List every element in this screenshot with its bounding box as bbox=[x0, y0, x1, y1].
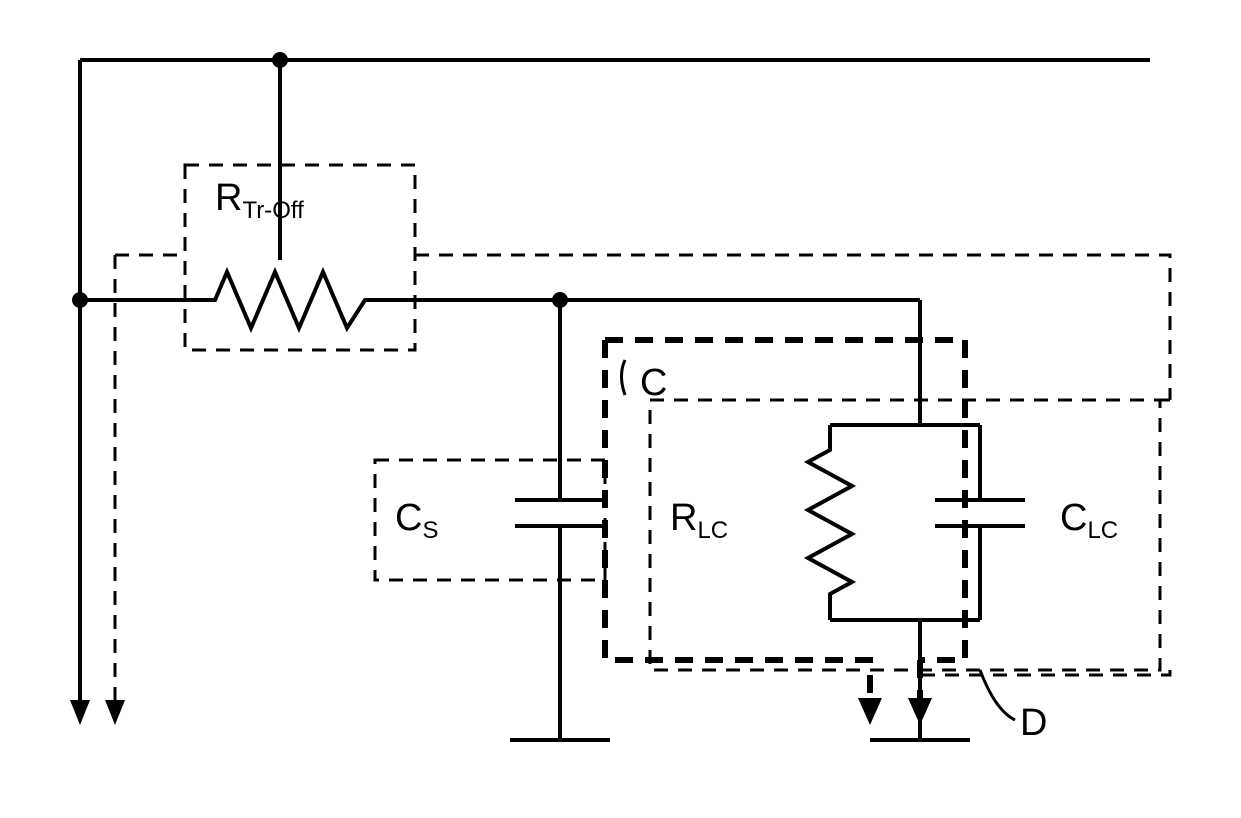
label-rlc: RLC bbox=[670, 497, 728, 544]
left-arrow-2 bbox=[105, 700, 125, 725]
top-tap-node bbox=[272, 52, 288, 68]
label-c-marker: C bbox=[640, 362, 667, 404]
resistor-r-tr-off bbox=[200, 272, 380, 328]
label-r-tr-off: RTr-Off bbox=[215, 177, 304, 224]
outer-box-c bbox=[115, 255, 1170, 700]
label-clc: CLC bbox=[1060, 497, 1118, 544]
label-d-marker: D bbox=[1020, 702, 1047, 744]
thick-arrow-2 bbox=[908, 698, 932, 725]
d-leader bbox=[980, 670, 1015, 720]
mid-left-node bbox=[72, 292, 88, 308]
label-cs: CS bbox=[395, 497, 438, 544]
left-arrow-1 bbox=[70, 700, 90, 725]
c-leader bbox=[622, 360, 626, 395]
resistor-rlc bbox=[808, 440, 852, 605]
thick-arrow-1 bbox=[858, 698, 882, 725]
circuit-diagram: RTr-Off CS RLC CLC C D bbox=[0, 0, 1241, 818]
